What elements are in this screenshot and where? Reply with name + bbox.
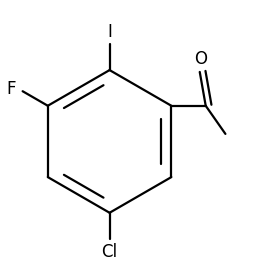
Text: I: I	[107, 23, 112, 41]
Text: F: F	[6, 80, 16, 97]
Text: O: O	[194, 50, 208, 68]
Text: Cl: Cl	[101, 243, 118, 261]
